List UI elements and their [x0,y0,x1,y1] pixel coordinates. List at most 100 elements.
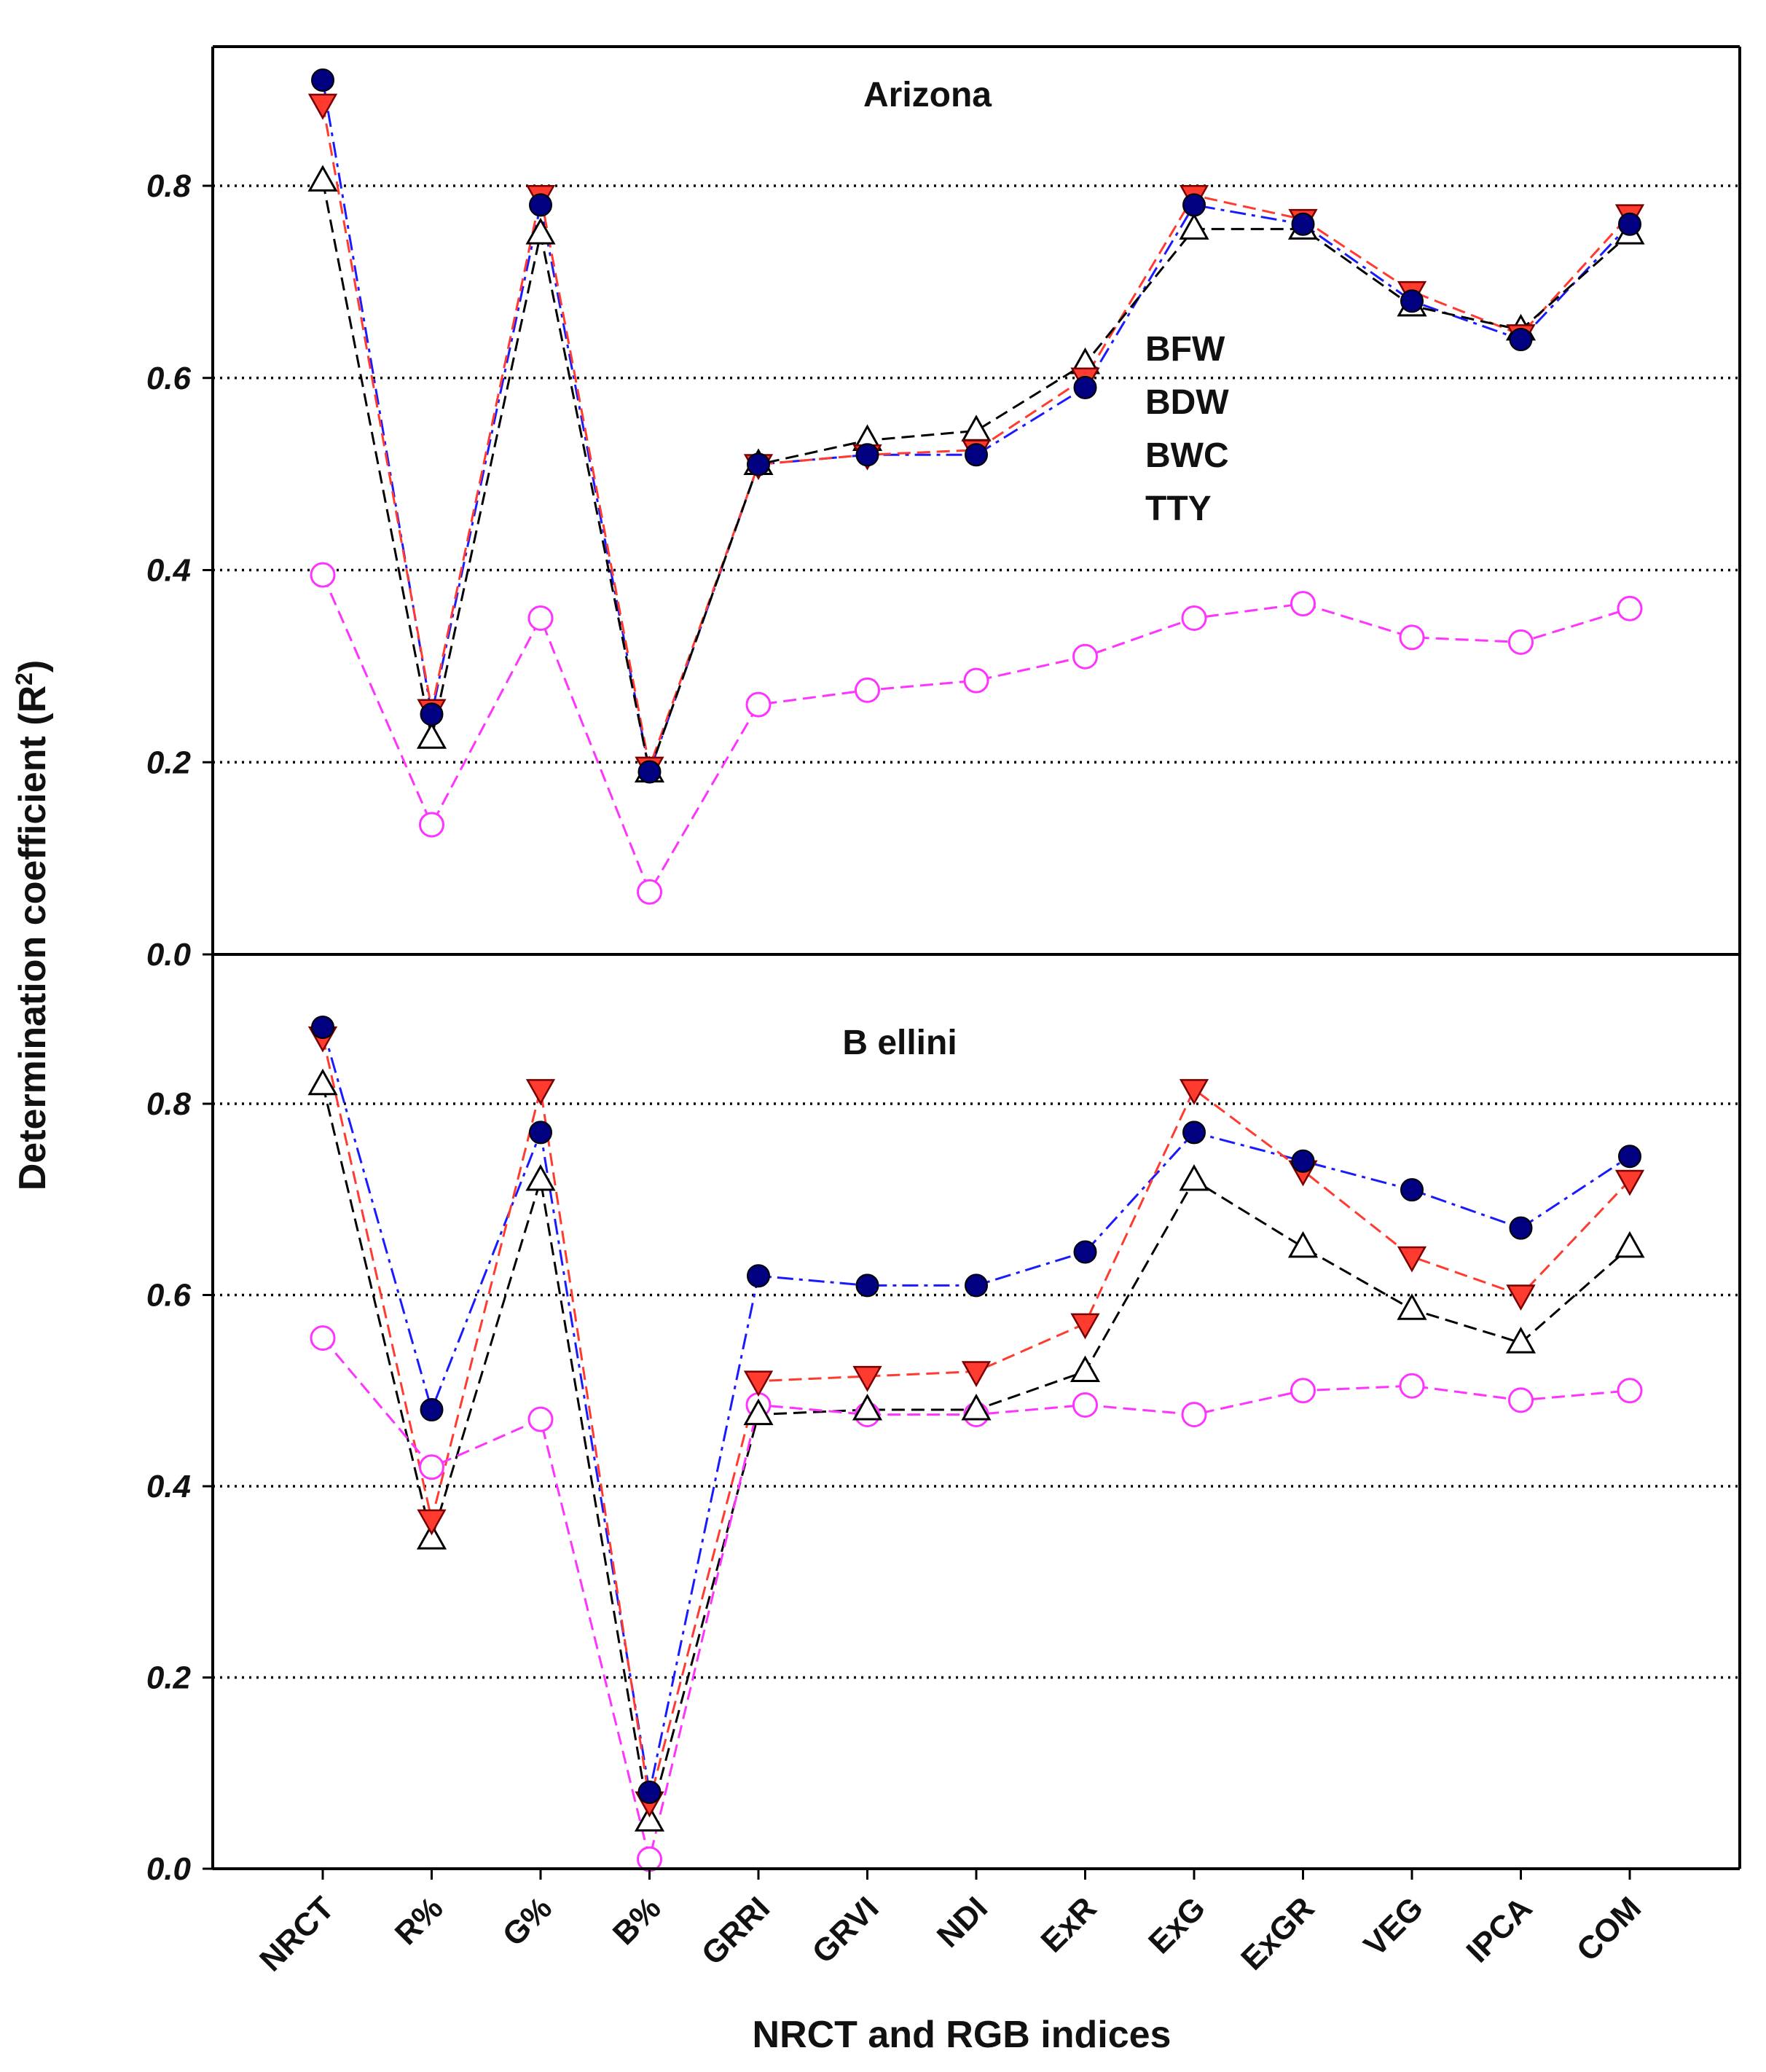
data-point-bwc [961,415,992,442]
data-point-bfw [311,68,334,92]
data-point-bwc [852,1393,883,1421]
data-point-tty [1617,1378,1643,1404]
data-point-bfw [1073,375,1097,399]
x-tick-label: ExGR [1234,1890,1321,1977]
data-point-bwc [307,165,338,192]
data-point-tty [1072,1392,1098,1418]
data-point-tty [1181,605,1207,631]
data-point-bwc [1179,1163,1209,1191]
data-point-tty [1399,624,1425,651]
x-tick-label: G% [496,1890,560,1953]
data-point-tty [527,605,554,631]
data-point-tty [419,812,444,838]
y-tick-label: 0.2 [146,1660,192,1696]
data-point-bfw [965,1274,988,1298]
data-point-bfw [637,760,662,784]
data-point-tty [310,562,336,588]
y-tick-label: 0.4 [146,553,191,589]
x-tick-label: GRVI [805,1890,885,1970]
x-tick-label: IPCA [1460,1890,1539,1969]
data-point-tty [1508,1387,1534,1413]
data-point-bwc [1614,1231,1645,1258]
data-point-tty [1290,591,1316,617]
data-point-bwc [416,722,447,749]
data-point-bdw [961,1361,992,1388]
y-tick-label: 0.4 [146,1469,191,1504]
panel-arizona: 0.0 0.2 0.4 0.6 0.8 Arizona BFW BDW BWC TTY [146,45,1741,973]
x-tick-label: COM [1570,1890,1648,1968]
data-point-bdw [1179,1079,1209,1105]
data-point-bwc [961,1393,992,1421]
legend-label-bdw: BDW [1145,383,1229,422]
data-point-bwc [1505,1327,1537,1354]
data-point-tty [1617,595,1643,621]
data-point-tty [855,677,880,703]
data-point-bdw [1506,1284,1536,1311]
data-point-bfw [747,452,770,476]
data-point-bwc [307,1068,338,1096]
data-point-tty [1290,1378,1316,1404]
data-point-bfw [1509,328,1533,351]
data-point-bwc [1287,1231,1319,1258]
data-point-bfw [1182,193,1206,217]
data-point-bwc [1070,1355,1101,1382]
data-point-bfw [1618,212,1641,236]
data-point-bfw [1400,289,1424,313]
data-point-tty [745,691,772,718]
data-point-bwc [1179,213,1209,240]
data-point-tty [310,1325,336,1351]
data-point-bfw [1291,212,1315,236]
data-point-tty [637,879,662,905]
data-point-tty [527,1406,554,1432]
data-point-tty [963,667,989,694]
x-tick-label: B% [606,1890,668,1952]
x-tick-label: NRCT [253,1890,341,1978]
legend-label-bfw: BFW [1145,330,1225,369]
data-point-bwc [525,1163,556,1191]
y-tick-label: 0.0 [146,937,192,973]
data-point-bfw [529,1121,552,1145]
data-point-bwc [1397,1293,1427,1320]
y-tick-label: 0.6 [146,361,192,396]
series-line-tty [321,574,1630,895]
data-point-tty [1399,1373,1425,1399]
data-point-bwc [743,1398,774,1426]
data-point-bfw [855,1274,879,1298]
data-point-bfw [1073,1240,1097,1264]
data-point-bfw [1182,1121,1206,1145]
data-point-bfw [637,1781,662,1804]
data-point-bfw [529,193,552,217]
data-point-bdw [1070,1313,1100,1340]
data-point-bfw [311,1016,334,1039]
data-point-tty [419,1454,444,1480]
legend-label-tty: TTY [1145,490,1212,528]
data-point-bfw [1291,1149,1315,1173]
data-point-bwc [634,1805,665,1832]
x-tick-label: ExG [1142,1890,1212,1961]
data-point-bdw [1397,1246,1427,1273]
data-point-bfw [1509,1216,1533,1240]
panel-title: B ellini [842,1024,957,1062]
x-tick-label: GRRI [695,1890,777,1971]
x-tick-label: VEG [1357,1890,1430,1963]
x-axis-label: NRCT and RGB indices [753,2014,1172,2056]
data-point-bdw [307,93,338,120]
data-point-bfw [1400,1178,1424,1202]
y-axis-label: Determination coefficient (R2) [11,660,54,1191]
y-tick-label: 0.2 [146,745,192,780]
x-tick-label: NDI [930,1890,994,1954]
x-tick-label: R% [388,1890,450,1952]
data-point-bdw [525,1079,556,1105]
panel-bellini: 0.0 0.2 0.4 0.6 0.8 B ellini [146,954,1741,1887]
y-tick-label: 0.6 [146,1278,192,1314]
data-point-tty [1181,1402,1207,1428]
data-point-tty [1508,629,1534,655]
legend-label-bwc: BWC [1145,436,1229,475]
data-point-bfw [420,702,444,726]
y-tick-label: 0.8 [146,1086,192,1122]
x-tick-label: ExR [1034,1890,1103,1959]
data-point-bwc [416,1523,447,1550]
data-point-bfw [747,1264,770,1288]
data-point-bdw [743,1370,774,1397]
